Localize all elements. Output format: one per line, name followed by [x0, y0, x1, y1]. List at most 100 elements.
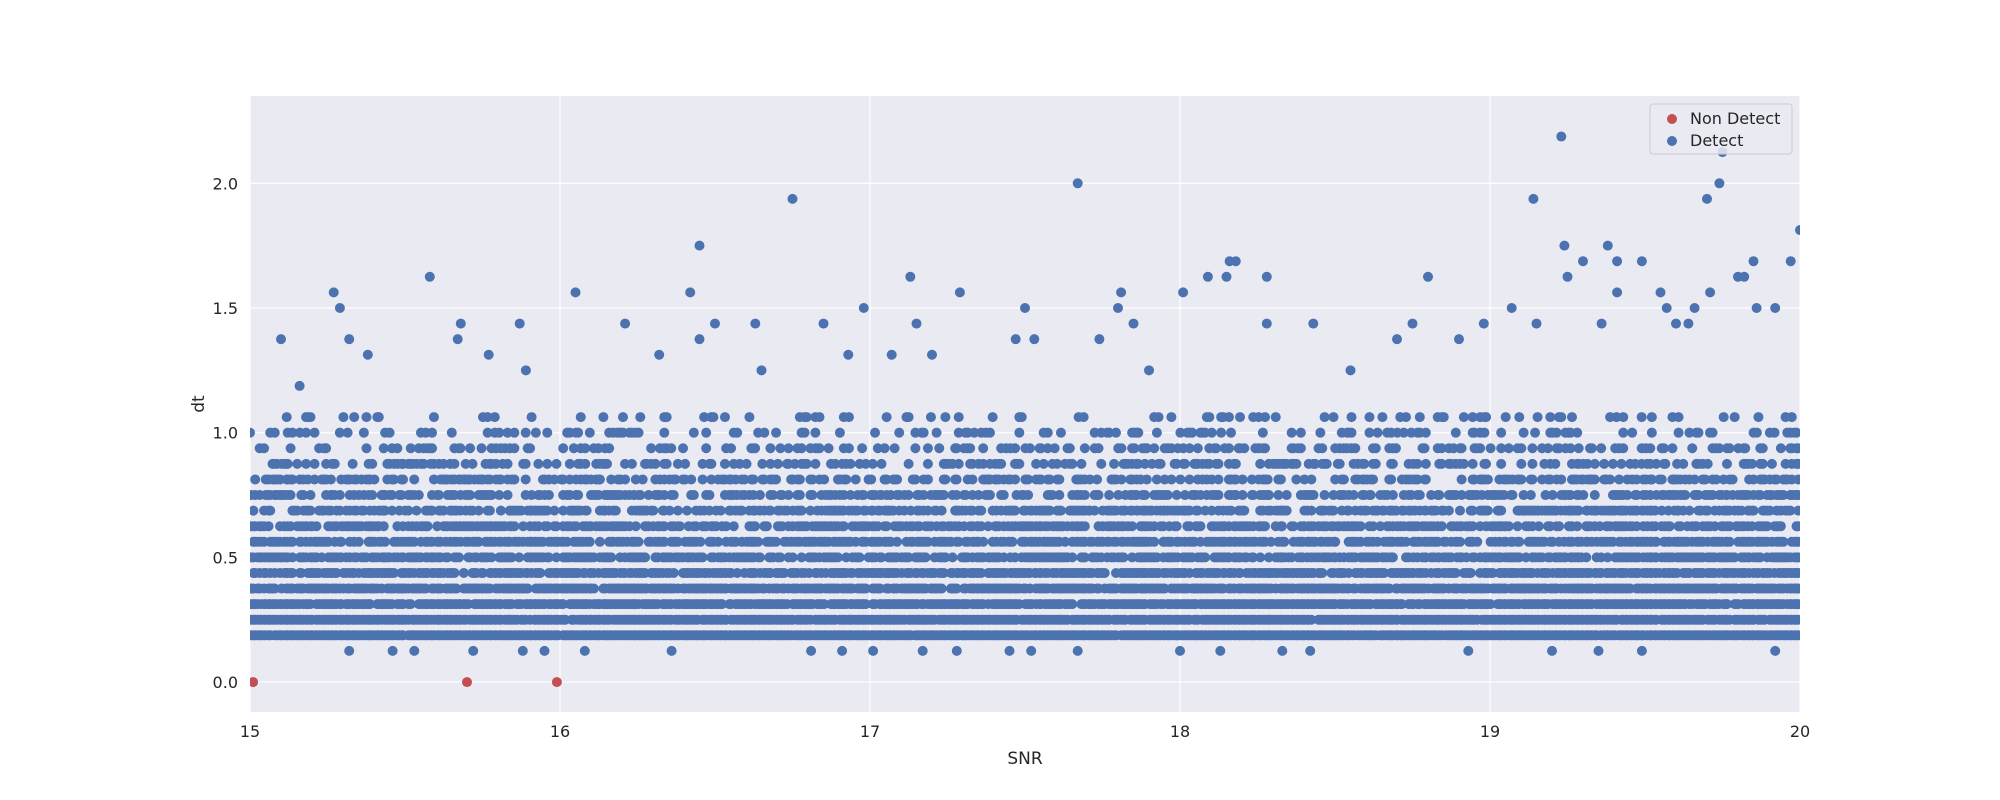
detect-point: [688, 427, 699, 438]
detect-point: [1184, 474, 1195, 485]
detect-point: [509, 427, 520, 438]
detect-point: [610, 505, 621, 516]
detect-point: [772, 458, 783, 469]
detect-point: [520, 458, 531, 469]
detect-point: [1225, 427, 1236, 438]
detect-point: [771, 536, 782, 547]
detect-point: [996, 458, 1007, 469]
detect-point: [564, 458, 575, 469]
detect-point: [717, 599, 728, 610]
detect-point: [876, 552, 887, 563]
detect-point: [637, 474, 648, 485]
detect-point: [1516, 474, 1527, 485]
detect-point: [881, 521, 892, 532]
detect-point: [1116, 474, 1127, 485]
detect-point: [748, 474, 759, 485]
detect-point: [940, 474, 951, 485]
detect-point: [1155, 458, 1166, 469]
detect-point: [309, 474, 320, 485]
detect-point: [934, 443, 945, 454]
detect-point: [1187, 427, 1198, 438]
detect-point: [1398, 427, 1409, 438]
detect-point: [833, 552, 844, 563]
detect-point: [1255, 552, 1266, 563]
detect-point: [801, 412, 812, 423]
detect-point: [1078, 412, 1089, 423]
detect-point: [668, 567, 679, 578]
detect-point: [1192, 505, 1203, 516]
detect-point: [666, 443, 677, 454]
detect-point: [910, 443, 921, 454]
detect-point: [1195, 521, 1206, 532]
detect-point: [754, 552, 765, 563]
detect-point: [759, 427, 770, 438]
detect-point: [1365, 490, 1376, 501]
detect-point: [1481, 412, 1492, 423]
detect-point: [543, 490, 554, 501]
detect-point: [287, 552, 298, 563]
detect-point: [695, 536, 706, 547]
detect-point: [984, 427, 995, 438]
detect-point: [894, 427, 905, 438]
detect-point: [1171, 490, 1182, 501]
detect-point: [1458, 458, 1469, 469]
detect-point: [535, 567, 546, 578]
detect-point: [1084, 474, 1095, 485]
detect-point: [953, 458, 964, 469]
detect-point: [269, 583, 280, 594]
detect-point: [708, 412, 719, 423]
detect-point: [765, 443, 776, 454]
detect-point: [1390, 443, 1401, 454]
detect-point: [1496, 443, 1507, 454]
detect-point: [768, 490, 779, 501]
detect-point: [732, 427, 743, 438]
detect-point: [1239, 443, 1250, 454]
detect-point: [509, 521, 520, 532]
detect-point: [1436, 521, 1447, 532]
detect-point: [558, 443, 569, 454]
detect-point: [1010, 443, 1021, 454]
detect-point: [387, 505, 398, 516]
detect-point: [1503, 443, 1514, 454]
detect-point: [403, 505, 414, 516]
detect-point: [1420, 458, 1431, 469]
detect-point: [857, 443, 868, 454]
detect-point: [1328, 412, 1339, 423]
detect-point: [1319, 490, 1330, 501]
detect-point: [465, 443, 476, 454]
detect-point: [922, 474, 933, 485]
detect-point: [1079, 490, 1090, 501]
detect-point: [697, 552, 708, 563]
detect-point: [1281, 505, 1292, 516]
detect-point: [458, 567, 469, 578]
detect-point: [701, 427, 712, 438]
detect-point: [706, 458, 717, 469]
detect-point: [1151, 474, 1162, 485]
detect-point: [1162, 490, 1173, 501]
detect-point: [1273, 490, 1284, 501]
detect-point: [467, 458, 478, 469]
detect-point: [978, 536, 989, 547]
detect-point: [477, 567, 488, 578]
detect-point: [715, 505, 726, 516]
detect-point: [936, 583, 947, 594]
detect-point: [1379, 567, 1390, 578]
detect-point: [409, 474, 420, 485]
detect-point: [1503, 521, 1514, 532]
detect-point: [604, 443, 615, 454]
detect-point: [938, 490, 949, 501]
detect-point: [411, 505, 422, 516]
detect-point: [405, 599, 416, 610]
detect-point: [1235, 412, 1246, 423]
detect-point: [620, 474, 631, 485]
detect-point: [349, 412, 360, 423]
detect-point: [843, 412, 854, 423]
detect-point: [1317, 443, 1328, 454]
detect-point: [664, 505, 675, 516]
detect-point: [1257, 427, 1268, 438]
detect-point: [1475, 443, 1486, 454]
detect-point: [951, 583, 962, 594]
detect-point: [845, 490, 856, 501]
detect-point: [1306, 474, 1317, 485]
detect-point: [361, 412, 372, 423]
